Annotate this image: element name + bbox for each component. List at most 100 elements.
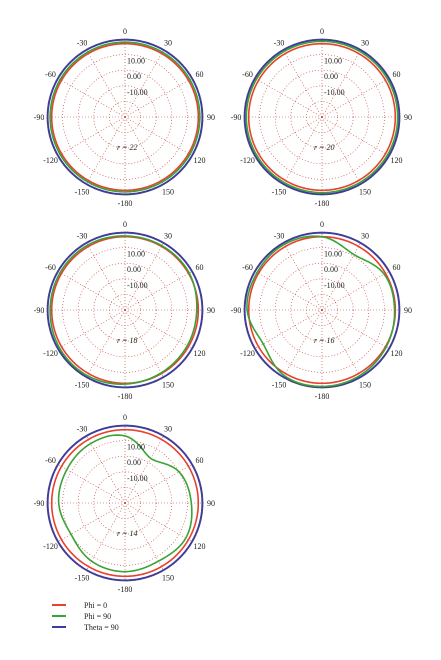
grid-spoke bbox=[282, 242, 323, 311]
grid-spoke bbox=[254, 309, 323, 350]
radial-tick-label: 10.00 bbox=[324, 250, 342, 259]
grid-ring bbox=[62, 440, 188, 566]
trace-phi-90 bbox=[245, 40, 399, 194]
angle-tick-label: 60 bbox=[196, 263, 204, 272]
grid-spoke bbox=[57, 502, 126, 543]
grid-spoke bbox=[124, 463, 193, 504]
angle-tick-label: -90 bbox=[231, 113, 242, 122]
grid-spoke bbox=[124, 49, 165, 118]
radial-tick-label: 0.00 bbox=[127, 72, 141, 81]
polar-panel-3: 0 30 60 90 120 150 -180 -150 -120 -90 -60 -30 10.00 0… bbox=[34, 220, 215, 401]
radial-tick-label: 10.00 bbox=[127, 250, 145, 259]
radial-tick-label: -10.00 bbox=[127, 88, 148, 97]
legend-swatch-theta-90 bbox=[52, 626, 66, 628]
legend-label-theta-90: Theta = 90 bbox=[84, 622, 119, 632]
angle-tick-label: 30 bbox=[164, 39, 172, 48]
panel-parameter-label: r = 14 bbox=[117, 529, 138, 538]
grid-spoke bbox=[254, 116, 323, 157]
angle-tick-label: 60 bbox=[196, 70, 204, 79]
radial-tick-label: 0.00 bbox=[127, 458, 141, 467]
grid-spoke bbox=[85, 502, 126, 571]
angle-tick-label: -30 bbox=[274, 39, 285, 48]
grid-spoke bbox=[85, 435, 126, 504]
legend-label-phi-90: Phi = 90 bbox=[84, 611, 112, 621]
legend-item-phi-90: Phi = 90 bbox=[52, 611, 119, 621]
grid-ring bbox=[93, 278, 157, 342]
angle-tick-label: 120 bbox=[194, 349, 206, 358]
angle-tick-label: -180 bbox=[118, 392, 133, 401]
legend-item-theta-90: Theta = 90 bbox=[52, 622, 119, 632]
angle-tick-label: 60 bbox=[393, 263, 401, 272]
angle-tick-label: 150 bbox=[162, 574, 174, 583]
grid-ring bbox=[259, 54, 385, 180]
angle-tick-label: -60 bbox=[45, 263, 56, 272]
polar-panel-5: 0 30 60 90 120 150 -180 -150 -120 -90 -60 -30 10.00 0… bbox=[34, 413, 215, 594]
angle-tick-label: -60 bbox=[242, 263, 253, 272]
panel-parameter-label: r = 16 bbox=[314, 336, 335, 345]
grid-spoke bbox=[85, 49, 126, 118]
legend-item-phi-0: Phi = 0 bbox=[52, 600, 119, 610]
angle-tick-label: -150 bbox=[75, 574, 90, 583]
legend-swatch-phi-0 bbox=[52, 604, 66, 606]
grid-spoke bbox=[282, 309, 323, 378]
angle-tick-label: 30 bbox=[164, 425, 172, 434]
angle-tick-label: 0 bbox=[320, 27, 324, 36]
angle-tick-label: 120 bbox=[194, 542, 206, 551]
angle-tick-label: 0 bbox=[123, 27, 127, 36]
legend-swatch-phi-90 bbox=[52, 615, 66, 617]
grid-spoke bbox=[57, 116, 126, 157]
angle-tick-label: -60 bbox=[242, 70, 253, 79]
grid-spoke bbox=[124, 270, 193, 311]
polar-panel-1: 0 30 60 90 120 150 -180 -150 -120 -90 -60 -30 10.00 0… bbox=[34, 27, 215, 208]
angle-tick-label: 150 bbox=[162, 188, 174, 197]
trace-phi-90 bbox=[49, 235, 198, 385]
angle-tick-label: 90 bbox=[207, 113, 215, 122]
grid-spoke bbox=[321, 116, 390, 157]
angle-tick-label: 150 bbox=[359, 381, 371, 390]
grid-spoke bbox=[85, 242, 126, 311]
angle-tick-label: -150 bbox=[75, 381, 90, 390]
angle-tick-label: -60 bbox=[45, 70, 56, 79]
radial-tick-label: -10.00 bbox=[127, 281, 148, 290]
grid-ring bbox=[77, 455, 173, 551]
angle-tick-label: -150 bbox=[272, 381, 287, 390]
grid-ring bbox=[93, 85, 157, 149]
angle-tick-label: 90 bbox=[404, 113, 412, 122]
grid-ring bbox=[259, 247, 385, 373]
grid-ring bbox=[290, 85, 354, 149]
trace-phi-90 bbox=[57, 434, 193, 573]
trace-phi-90 bbox=[246, 235, 396, 388]
grid-spoke bbox=[321, 309, 362, 378]
angle-tick-label: 120 bbox=[391, 156, 403, 165]
angle-tick-label: -150 bbox=[75, 188, 90, 197]
angle-tick-label: -120 bbox=[240, 349, 255, 358]
grid-spoke bbox=[124, 242, 165, 311]
trace-phi-0 bbox=[50, 428, 200, 578]
grid-ring bbox=[93, 471, 157, 535]
angle-tick-label: 0 bbox=[123, 220, 127, 229]
angle-tick-label: -120 bbox=[240, 156, 255, 165]
grid-ring bbox=[62, 54, 188, 180]
grid-spoke bbox=[124, 309, 165, 378]
grid-spoke bbox=[124, 116, 193, 157]
angle-tick-label: -180 bbox=[118, 199, 133, 208]
grid-ring bbox=[77, 69, 173, 165]
grid-spoke bbox=[321, 242, 362, 311]
panel-parameter-label: r = 22 bbox=[117, 143, 138, 152]
angle-tick-label: -90 bbox=[34, 499, 45, 508]
angle-tick-label: 120 bbox=[194, 156, 206, 165]
angle-tick-label: -60 bbox=[45, 456, 56, 465]
grid-spoke bbox=[124, 435, 165, 504]
angle-tick-label: 150 bbox=[359, 188, 371, 197]
grid-spoke bbox=[124, 502, 165, 571]
angle-tick-label: -180 bbox=[118, 585, 133, 594]
angle-tick-label: 120 bbox=[391, 349, 403, 358]
grid-spoke bbox=[124, 116, 165, 185]
angle-tick-label: -90 bbox=[231, 306, 242, 315]
angle-tick-label: -120 bbox=[43, 349, 58, 358]
grid-spoke bbox=[254, 77, 323, 118]
angle-tick-label: 0 bbox=[320, 220, 324, 229]
angle-tick-label: -30 bbox=[77, 425, 88, 434]
grid-spoke bbox=[124, 502, 193, 543]
